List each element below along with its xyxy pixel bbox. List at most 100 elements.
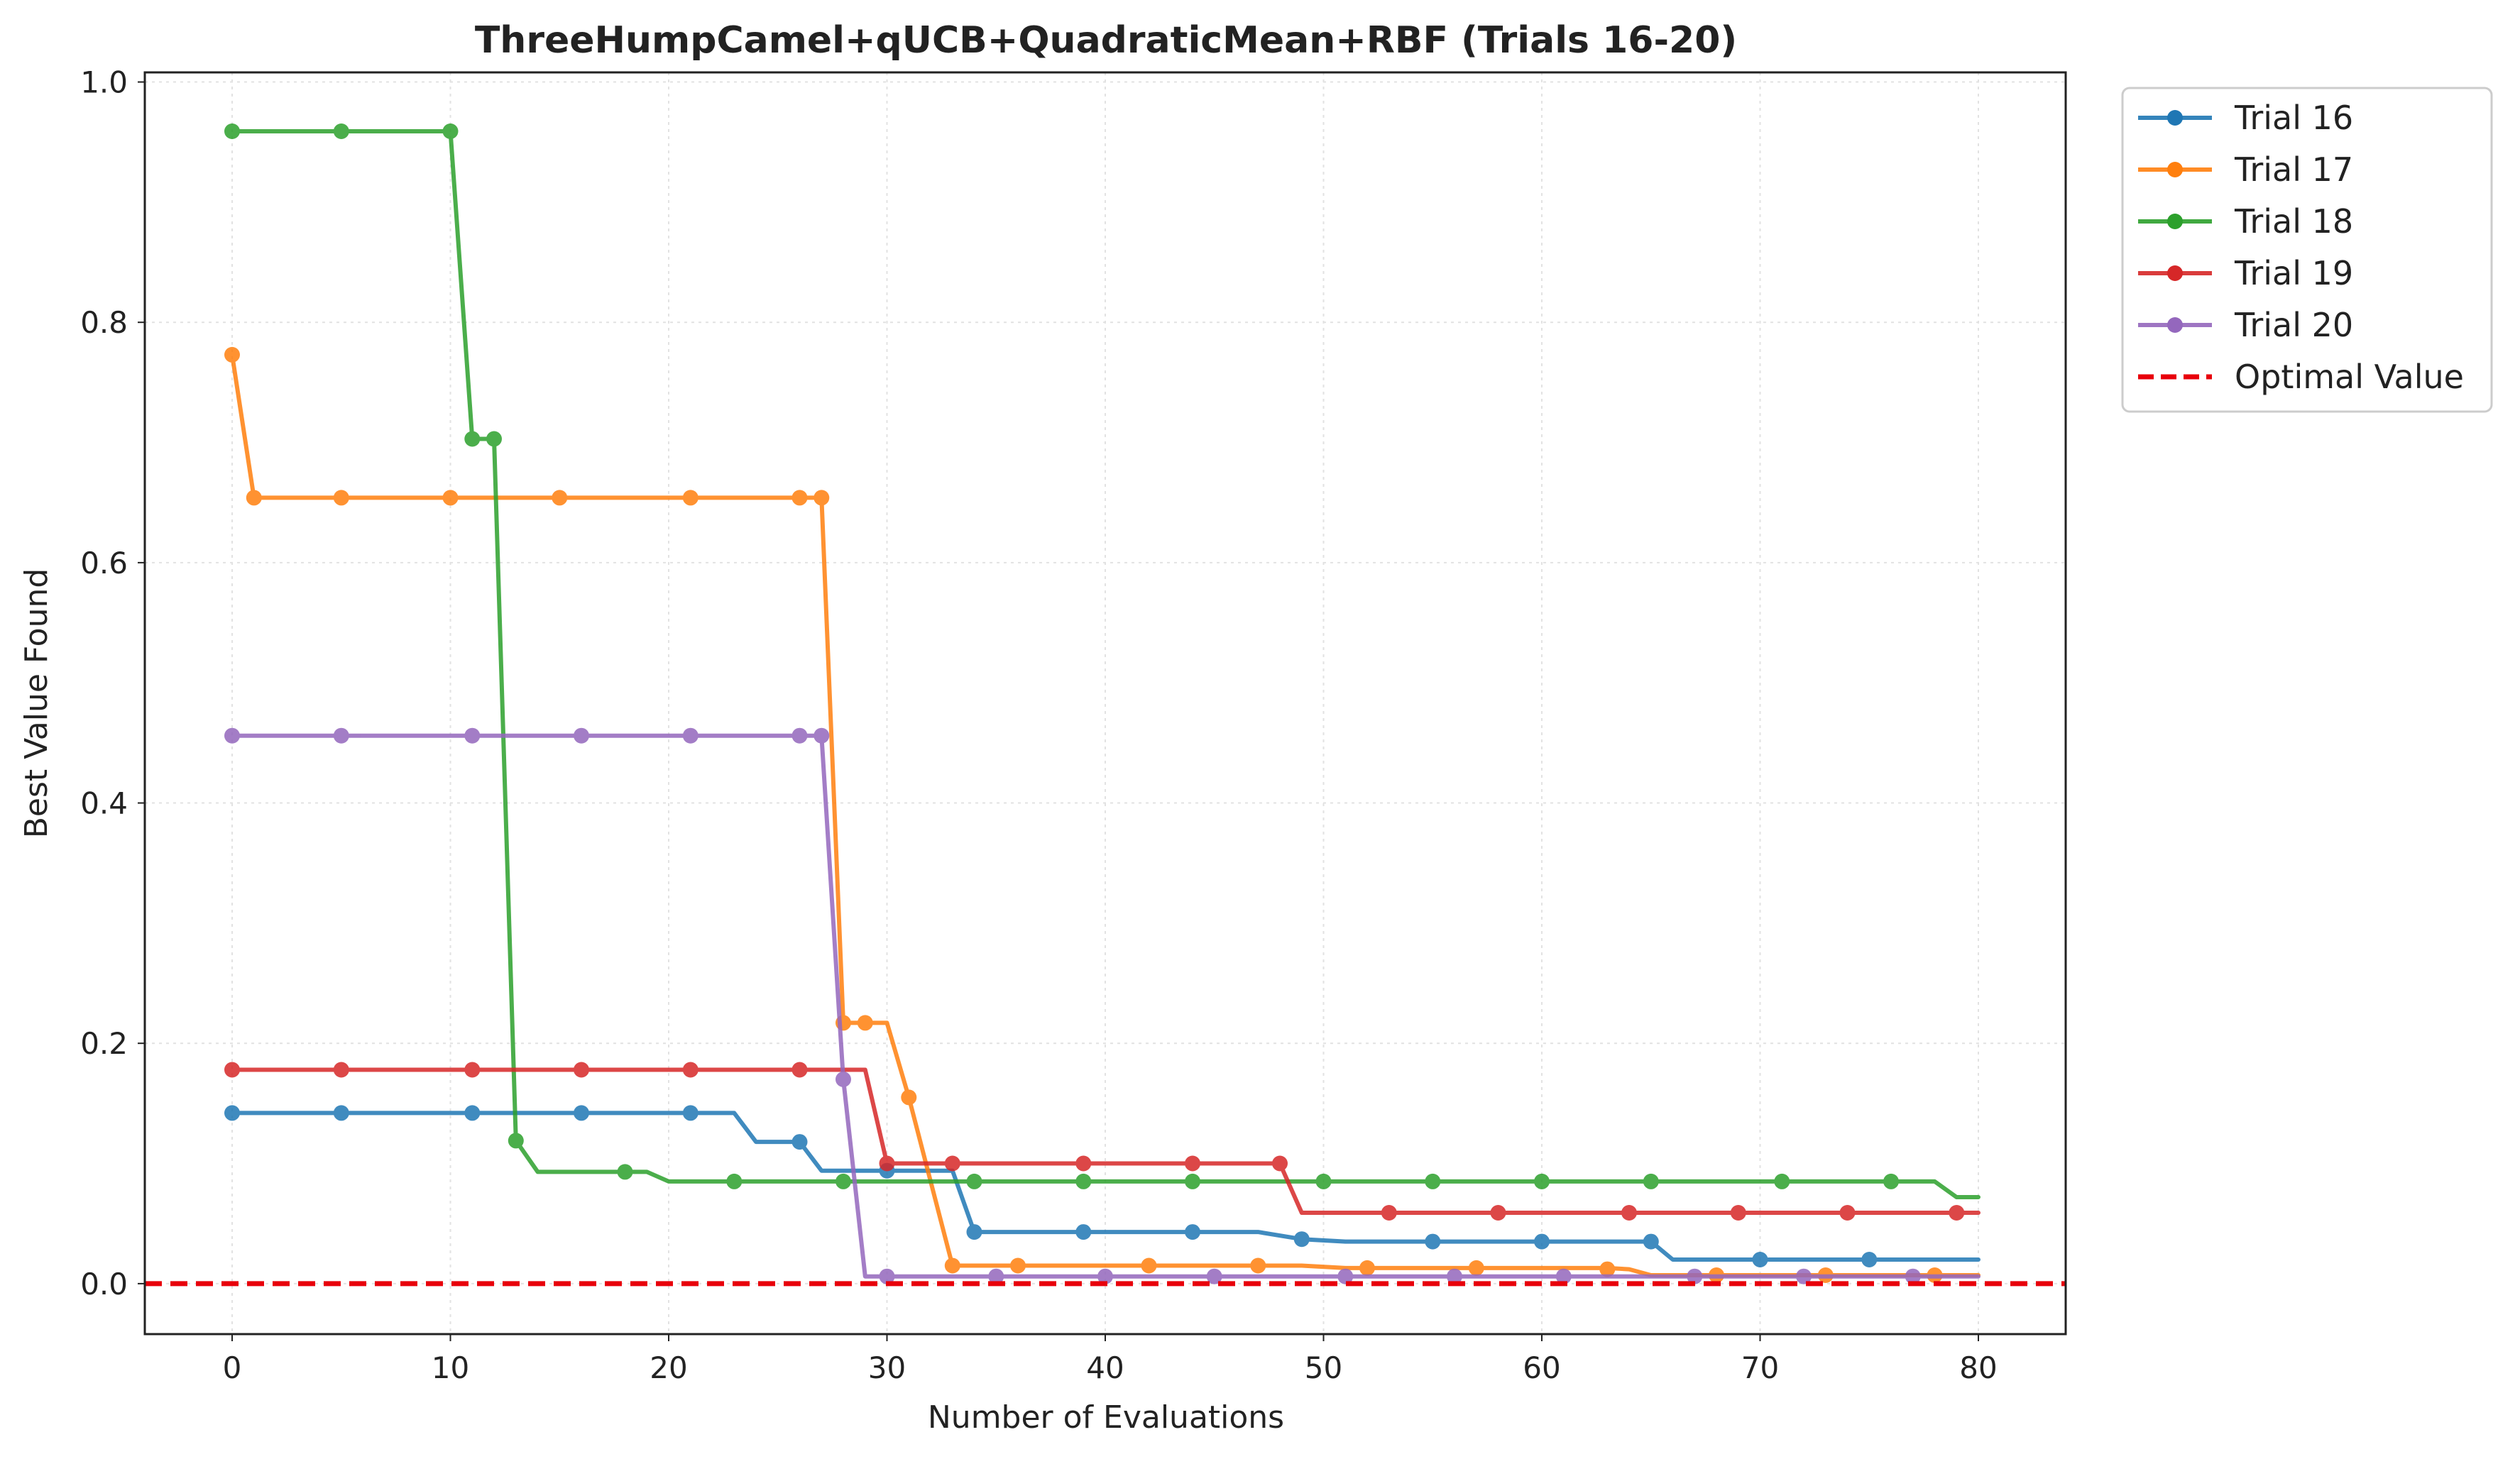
trial-20-marker	[1447, 1268, 1462, 1284]
trial-19-marker	[682, 1062, 699, 1078]
trial-16-marker	[224, 1105, 240, 1121]
trial-18-marker	[1643, 1173, 1659, 1189]
trial-17-marker	[857, 1015, 873, 1031]
trial-18-marker	[617, 1164, 633, 1180]
legend-items: Trial 16 Trial 17 Trial 18 Trial 19 Trial 20…	[2138, 99, 2464, 396]
legend-item-trial-18: Trial 18	[2138, 202, 2353, 241]
trial-17-marker	[791, 490, 808, 506]
x-tick-label: 0	[223, 1350, 242, 1385]
trial-17-marker	[246, 490, 262, 506]
trial-16-marker	[791, 1134, 808, 1150]
trial-19-marker	[574, 1062, 589, 1078]
trial-17-marker	[224, 346, 240, 363]
legend-marker	[2167, 214, 2183, 229]
trial-18-marker	[966, 1173, 982, 1189]
y-axis-label: Best Value Found	[18, 568, 55, 839]
x-tick-label: 80	[1959, 1350, 1997, 1385]
x-tick-label: 50	[1305, 1350, 1342, 1385]
y-tick-label: 0.6	[80, 546, 128, 580]
trial-16-marker	[1293, 1231, 1310, 1248]
legend-label: Trial 16	[2234, 99, 2353, 137]
trial-18-marker	[333, 123, 349, 139]
legend-item-trial-20: Trial 20	[2138, 306, 2353, 344]
trial-20-marker	[1097, 1268, 1113, 1284]
x-tick-label: 60	[1523, 1350, 1560, 1385]
legend-label: Trial 19	[2234, 254, 2353, 292]
legend-item-optimal-value: Optimal Value	[2138, 358, 2464, 396]
trial-20-marker	[682, 727, 699, 744]
trial-19-marker	[1949, 1205, 1965, 1221]
legend-label: Trial 17	[2234, 150, 2353, 189]
legend-item-trial-17: Trial 17	[2138, 150, 2353, 189]
trial-16-marker	[682, 1105, 699, 1121]
trial-18-marker	[508, 1133, 524, 1149]
legend-item-trial-16: Trial 16	[2138, 99, 2353, 137]
x-tick-label: 40	[1086, 1350, 1124, 1385]
trial-17-marker	[1141, 1257, 1157, 1274]
trial-17-marker	[1250, 1257, 1266, 1274]
legend-marker	[2167, 265, 2183, 281]
trial-20-marker	[791, 727, 808, 744]
trial-17-marker	[442, 490, 459, 506]
trial-16-marker	[574, 1105, 589, 1121]
trial-18-marker	[1883, 1173, 1899, 1189]
trial-16-marker	[1752, 1252, 1768, 1267]
trial-20-marker	[1905, 1268, 1921, 1284]
series-layer	[145, 123, 2066, 1287]
trial-18-marker	[836, 1173, 851, 1189]
trial-18-line	[230, 129, 1981, 1199]
y-tick-label: 0.4	[80, 786, 128, 821]
legend-label: Trial 18	[2234, 202, 2353, 241]
trial-20-marker	[813, 727, 830, 744]
trial-19-marker	[224, 1062, 240, 1078]
legend-marker	[2167, 110, 2183, 126]
chart-title: ThreeHumpCamel+qUCB+QuadraticMean+RBF (T…	[475, 19, 1737, 62]
legend-label: Optimal Value	[2235, 358, 2464, 396]
x-axis-label: Number of Evaluations	[928, 1399, 1284, 1436]
series-trial-16	[224, 1105, 1981, 1267]
x-tick-label: 20	[650, 1350, 687, 1385]
trial-20-marker	[1555, 1268, 1572, 1284]
trial-20-marker	[988, 1268, 1004, 1284]
trial-17-marker	[944, 1257, 960, 1274]
trial-20-marker	[224, 727, 240, 744]
trial-19-marker	[1381, 1205, 1397, 1221]
trial-17-marker	[552, 490, 568, 506]
trial-17-marker	[1010, 1257, 1026, 1274]
trial-17-marker	[1468, 1260, 1484, 1276]
axes: 0 10 20 30 40 50 60 70 80 0.0 0.2 0.4 0.6 0.8 1.0	[80, 65, 1998, 1385]
trial-18-marker	[486, 431, 502, 447]
y-tick-label: 0.2	[80, 1026, 128, 1061]
trial-19-marker	[1730, 1205, 1746, 1221]
trial-16-marker	[1185, 1224, 1200, 1240]
trial-16-marker	[1075, 1224, 1092, 1240]
series-trial-20	[224, 727, 1981, 1284]
trial-18-marker	[1774, 1173, 1790, 1189]
trial-19-marker	[879, 1155, 895, 1172]
trial-18-marker	[464, 431, 481, 447]
y-tick-label: 0.8	[80, 305, 128, 340]
trial-18-marker	[224, 123, 240, 139]
x-tick-label: 10	[432, 1350, 469, 1385]
legend-box	[2121, 87, 2493, 413]
trial-17-marker	[682, 490, 699, 506]
trial-19-marker	[1272, 1155, 1288, 1172]
legend-marker	[2167, 317, 2183, 333]
trial-17-marker	[1599, 1261, 1616, 1277]
trial-20-marker	[1796, 1268, 1812, 1284]
trial-20-marker	[879, 1268, 895, 1284]
legend-marker	[2167, 162, 2183, 177]
trial-16-marker	[1643, 1233, 1659, 1250]
y-tick-label: 0.0	[80, 1267, 128, 1301]
trial-19-marker	[1490, 1205, 1506, 1221]
trial-18-marker	[1425, 1173, 1441, 1189]
trial-19-marker	[1839, 1205, 1856, 1221]
trial-20-marker	[574, 727, 589, 744]
trial-20-marker	[1687, 1268, 1703, 1284]
trial-17-marker	[333, 490, 349, 506]
trial-19-marker	[791, 1062, 808, 1078]
series-trial-19	[224, 1062, 1981, 1221]
